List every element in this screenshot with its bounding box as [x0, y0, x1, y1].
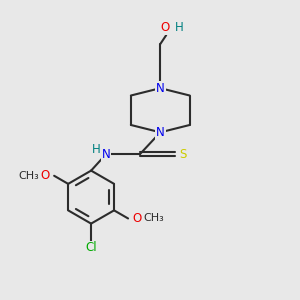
- Text: O: O: [161, 21, 170, 34]
- Text: N: N: [101, 148, 110, 161]
- Text: CH₃: CH₃: [143, 214, 164, 224]
- Text: S: S: [180, 148, 187, 161]
- Text: Cl: Cl: [85, 241, 97, 254]
- Text: O: O: [133, 212, 142, 225]
- Text: H: H: [92, 143, 100, 157]
- Text: N: N: [156, 126, 165, 139]
- Text: N: N: [156, 82, 165, 95]
- Text: O: O: [40, 169, 50, 182]
- Text: CH₃: CH₃: [18, 171, 39, 181]
- Text: H: H: [175, 21, 183, 34]
